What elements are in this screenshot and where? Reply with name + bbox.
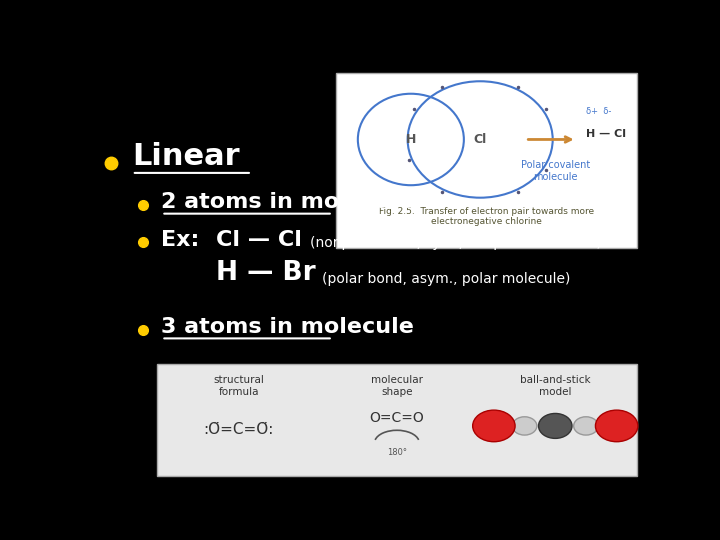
Text: 180°: 180°: [387, 448, 407, 457]
Text: δ+  δ-: δ+ δ-: [585, 107, 611, 116]
Text: Polar covalent
molecule: Polar covalent molecule: [521, 160, 590, 182]
Text: 2 atoms in molecule: 2 atoms in molecule: [161, 192, 414, 212]
Text: Ex:: Ex:: [161, 230, 199, 250]
Text: ball-and-stick
model: ball-and-stick model: [520, 375, 590, 397]
Circle shape: [574, 417, 598, 435]
Text: Fig. 2.5.  Transfer of electron pair towards more
electronegative chlorine: Fig. 2.5. Transfer of electron pair towa…: [379, 207, 594, 226]
Text: Cl — Cl: Cl — Cl: [215, 230, 302, 250]
Text: (polar bond, asym., polar molecule): (polar bond, asym., polar molecule): [322, 272, 570, 286]
FancyBboxPatch shape: [336, 73, 637, 248]
Text: (nonpolar bond, sym., nonpolar molecule): (nonpolar bond, sym., nonpolar molecule): [310, 236, 602, 250]
Text: H — Br: H — Br: [215, 260, 315, 286]
Circle shape: [513, 417, 537, 435]
Text: H — Cl: H — Cl: [585, 129, 626, 139]
Text: :Ö=C=Ö:: :Ö=C=Ö:: [203, 422, 274, 437]
Circle shape: [595, 410, 638, 442]
Text: H: H: [405, 133, 416, 146]
Text: O=C=O: O=C=O: [369, 411, 424, 425]
Text: Linear: Linear: [132, 142, 240, 171]
Circle shape: [472, 410, 515, 442]
FancyBboxPatch shape: [157, 364, 637, 476]
Text: 3 atoms in molecule: 3 atoms in molecule: [161, 317, 414, 337]
Text: structural
formula: structural formula: [213, 375, 264, 397]
Text: Cl: Cl: [474, 133, 487, 146]
Text: molecular
shape: molecular shape: [371, 375, 423, 397]
Circle shape: [539, 414, 572, 438]
